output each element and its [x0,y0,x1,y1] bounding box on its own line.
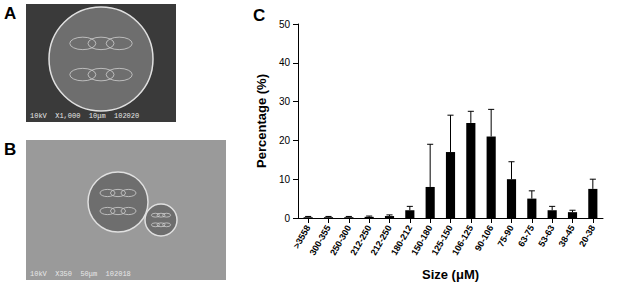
svg-text:106-125: 106-125 [450,223,475,257]
svg-text:0: 0 [284,213,290,224]
svg-text:38-45: 38-45 [557,223,577,248]
svg-text:40: 40 [279,57,291,68]
svg-text:Size (μM): Size (μM) [422,267,479,282]
svg-text:125-150: 125-150 [429,223,455,258]
svg-text:20: 20 [279,135,291,146]
svg-text:C: C [253,6,265,25]
svg-text:212-250: 212-250 [348,223,374,258]
svg-text:>3558: >3558 [291,223,312,250]
svg-text:20-38: 20-38 [577,223,597,248]
svg-text:250-300: 250-300 [328,223,354,258]
svg-text:212-250: 212-250 [368,223,394,258]
svg-text:30: 30 [279,96,291,107]
svg-text:50: 50 [279,19,291,30]
html-text:10kV X1,000 10μm 102020: 10kV X1,000 10μm 102020 [30,112,140,120]
html-text:A: A [4,4,17,23]
svg-text:150-180: 150-180 [409,223,435,258]
html-text:B: B [4,140,17,159]
svg-text:Percentage (%): Percentage (%) [254,74,269,168]
svg-text:180-212: 180-212 [389,223,415,258]
svg-text:90-106: 90-106 [473,223,496,252]
svg-text:300-355: 300-355 [307,223,333,258]
svg-text:75-90: 75-90 [496,223,516,248]
svg-text:10: 10 [279,174,291,185]
svg-text:53-63: 53-63 [536,223,556,248]
html-text:10kV X350 50μm 102018: 10kV X350 50μm 102018 [30,270,131,278]
svg-text:63-75: 63-75 [516,223,536,248]
